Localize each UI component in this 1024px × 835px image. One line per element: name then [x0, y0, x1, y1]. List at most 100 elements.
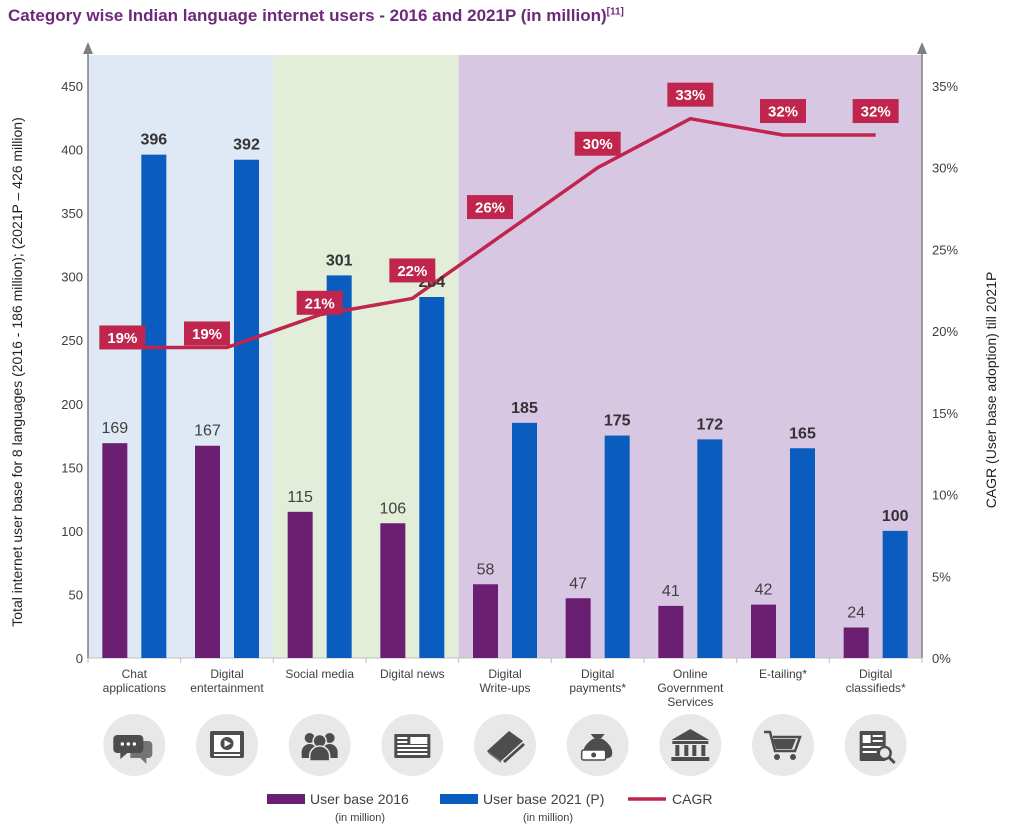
data-label-2021: 392	[233, 137, 260, 154]
left-axis-tick-label: 0	[76, 651, 83, 666]
bar-2021	[512, 422, 537, 658]
bar-2016	[565, 598, 591, 658]
cagr-label: 22%	[397, 263, 427, 280]
bar-2021	[882, 530, 908, 658]
bar-2016	[195, 445, 220, 658]
cagr-label-box	[99, 325, 146, 350]
legend-label-2021: User base 2021 (P)	[483, 791, 604, 807]
cagr-label: 21%	[305, 295, 335, 312]
cagr-label: 19%	[192, 326, 222, 343]
people-group-icon-glyph	[300, 732, 339, 762]
left-axis-tick-label: 400	[61, 143, 83, 158]
data-label-2021: 301	[326, 252, 353, 269]
legend-sublabel-2016: (in million)	[335, 812, 385, 824]
cagr-label-box	[389, 258, 436, 283]
bar-2021	[697, 439, 723, 658]
legend-sublabel-2021: (in million)	[523, 812, 573, 824]
cagr-label: 32%	[861, 104, 891, 121]
right-axis-tick-label: 0%	[932, 651, 951, 666]
cagr-label: 26%	[475, 200, 505, 217]
category-label-line: Digital	[488, 667, 521, 681]
left-axis-arrow	[83, 42, 93, 54]
data-label-2016: 167	[194, 423, 221, 440]
category-label: Digital Write-ups	[479, 667, 530, 695]
bar-2016	[843, 627, 869, 658]
category-label-line: Write-ups	[479, 681, 530, 695]
left-axis-tick-label: 100	[61, 524, 83, 539]
data-label-2021: 185	[511, 400, 538, 417]
data-label-2016: 47	[569, 575, 587, 592]
cagr-label: 19%	[107, 330, 137, 347]
bar-2016	[473, 584, 498, 658]
category-label-line: Chat	[122, 667, 148, 681]
right-axis-tick-label: 15%	[932, 406, 958, 421]
category-label: Digital news	[380, 667, 445, 681]
category-label-line: entertainment	[190, 681, 264, 695]
newspaper-icon-glyph	[394, 734, 431, 758]
cagr-label: 32%	[768, 104, 798, 121]
data-label-2016: 169	[101, 420, 128, 437]
data-label-2021: 175	[604, 413, 631, 430]
category-label-line: E-tailing*	[759, 667, 807, 681]
money-bag-icon	[566, 714, 629, 776]
cagr-line	[134, 116, 876, 350]
right-axis-tick-label: 20%	[932, 324, 958, 339]
right-axis-tick-label: 10%	[932, 488, 958, 503]
bar-2021	[790, 448, 815, 658]
category-label-line: Digital	[859, 667, 892, 681]
cagr-label-box	[574, 131, 621, 156]
chart-title-text: Category wise Indian language internet u…	[8, 6, 607, 25]
category-label: Social media	[285, 667, 354, 681]
right-axis-tick-label: 30%	[932, 161, 958, 176]
bar-2021	[604, 435, 630, 658]
data-label-2016: 41	[662, 583, 680, 600]
right-axis-tick-label: 5%	[932, 569, 951, 584]
data-label-2016: 24	[847, 604, 865, 621]
right-axis-tick-label: 25%	[932, 242, 958, 257]
bar-2021	[326, 275, 352, 658]
newspaper-icon	[381, 714, 444, 776]
people-group-icon	[288, 714, 351, 776]
left-axis-tick-label: 50	[69, 587, 83, 602]
bar-2016	[380, 523, 406, 658]
right-axis-label: CAGR (User base adoption) till 2021P	[983, 272, 999, 509]
category-label-line: Digital news	[380, 667, 445, 681]
legend-swatch-2016	[267, 794, 305, 804]
bar-2016	[751, 604, 776, 658]
left-axis-tick-label: 200	[61, 397, 83, 412]
chart-title-reference: [11]	[606, 6, 624, 18]
shopping-cart-icon	[752, 714, 814, 776]
category-label-line: Digital	[210, 667, 243, 681]
cagr-label-box	[852, 99, 899, 124]
chat-icon	[103, 714, 166, 776]
cagr-label-box	[467, 195, 513, 220]
icon-background	[659, 714, 722, 776]
bar-2021	[234, 159, 259, 659]
left-axis-tick-label: 150	[61, 460, 83, 475]
right-axis-arrow	[917, 42, 927, 54]
left-axis-tick-label: 350	[61, 206, 83, 221]
data-label-2016: 58	[477, 561, 495, 578]
bar-2016	[658, 605, 684, 658]
category-label-line: payments*	[569, 681, 626, 695]
left-axis-tick-label: 300	[61, 270, 83, 285]
cagr-label-box	[667, 82, 714, 107]
bar-2016	[102, 443, 128, 658]
classified-ad-icon	[844, 714, 907, 776]
data-label-2021: 100	[882, 508, 909, 525]
left-axis-tick-label: 450	[61, 79, 83, 94]
video-player-icon	[196, 714, 258, 776]
data-label-2016: 115	[287, 489, 313, 506]
book-pen-icon	[474, 714, 536, 776]
category-label-line: classifieds*	[846, 681, 906, 695]
category-label-line: Online	[673, 667, 708, 681]
left-axis-label: Total internet user base for 8 languages…	[9, 117, 25, 626]
cagr-label-box	[296, 290, 343, 315]
category-label-line: Government	[657, 681, 724, 695]
cagr-label-box	[760, 99, 806, 124]
bar-2016	[287, 511, 313, 658]
data-label-2021: 165	[789, 425, 816, 442]
category-label: Online Government Services	[657, 667, 724, 709]
video-player-icon-glyph	[210, 731, 244, 758]
